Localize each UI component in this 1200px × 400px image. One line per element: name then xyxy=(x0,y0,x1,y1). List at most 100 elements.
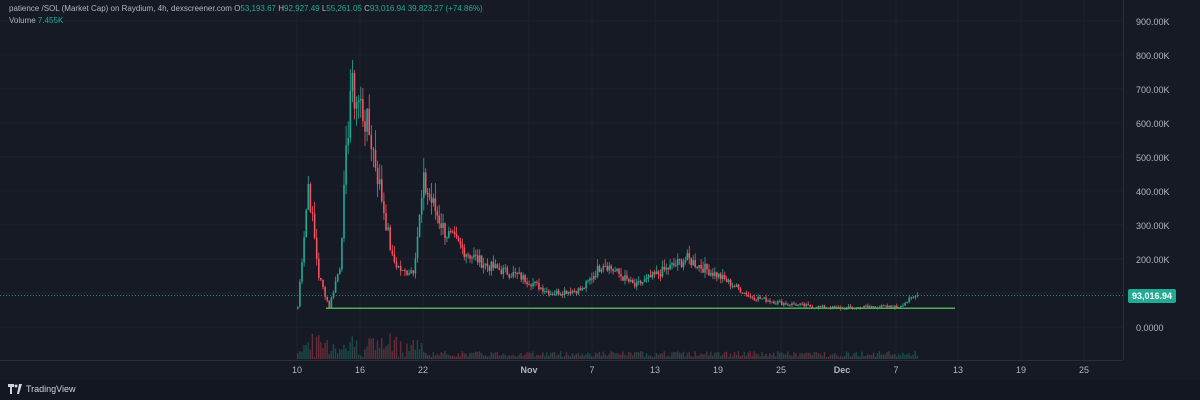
candle-body xyxy=(912,297,915,299)
volume-bar xyxy=(706,351,708,359)
volume-bar xyxy=(676,351,679,359)
candle-body xyxy=(608,265,611,271)
candle-body xyxy=(557,290,560,295)
candle-body xyxy=(663,266,666,270)
candle-body xyxy=(753,297,756,300)
candle-body xyxy=(391,250,394,255)
volume-bar xyxy=(444,351,446,359)
volume-bar xyxy=(874,356,877,359)
candle-body xyxy=(465,254,467,257)
legend-open: 53,193.67 xyxy=(240,4,276,13)
volume-bar xyxy=(347,350,349,359)
volume-bar xyxy=(843,355,846,359)
volume-bar xyxy=(446,354,448,359)
candle-body xyxy=(404,270,406,272)
candle-body xyxy=(747,295,750,297)
candle-body xyxy=(301,262,303,282)
candle-body xyxy=(803,303,805,307)
last-price-badge: 93,016.94 xyxy=(1128,289,1176,303)
candle-body xyxy=(870,306,873,308)
candle-body xyxy=(692,260,695,266)
candle-body xyxy=(473,254,475,258)
price-tick: 600.00K xyxy=(1136,119,1170,129)
candle-body xyxy=(506,267,509,275)
volume-bar xyxy=(510,355,512,359)
candle-body xyxy=(698,265,700,268)
candle-body xyxy=(297,306,299,309)
volume-bar xyxy=(488,356,490,359)
volume-bar xyxy=(389,333,391,359)
candle-body xyxy=(587,280,589,282)
volume-bar xyxy=(313,356,316,359)
candle-body xyxy=(618,268,620,275)
volume-bar xyxy=(896,356,898,359)
tradingview-logo[interactable]: TradingView xyxy=(8,384,76,394)
volume-bar xyxy=(745,355,747,359)
volume-bar xyxy=(719,355,722,359)
candle-body xyxy=(486,263,489,267)
volume-bar xyxy=(471,352,473,359)
time-tick: Dec xyxy=(833,365,851,375)
candle-body xyxy=(630,279,632,282)
candle-body xyxy=(544,291,546,293)
volume-bar xyxy=(900,355,902,359)
volume-bar xyxy=(618,354,620,359)
volume-bar xyxy=(729,353,732,359)
volume-bar xyxy=(579,355,581,359)
candle-body xyxy=(700,265,702,269)
legend-open-label: O xyxy=(234,4,241,13)
price-axis[interactable]: 900.00K 800.00K 700.00K 600.00K 500.00K … xyxy=(1123,0,1200,360)
candle-body xyxy=(532,283,534,287)
volume-bar xyxy=(698,355,700,359)
candle-body xyxy=(712,272,714,276)
candle-body xyxy=(416,236,419,259)
volume-bar xyxy=(368,338,370,359)
volume-bar xyxy=(661,353,663,359)
candlestick-chart[interactable] xyxy=(0,0,1123,360)
volume-bar xyxy=(853,353,855,359)
volume-bar xyxy=(878,351,881,359)
volume-bar xyxy=(311,333,314,359)
volume-bar xyxy=(916,356,919,359)
volume-bar xyxy=(755,353,757,359)
candle-body xyxy=(628,278,630,282)
candle-body xyxy=(594,276,597,278)
candle-body xyxy=(688,252,691,259)
volume-bar xyxy=(741,355,744,359)
candle-body xyxy=(420,197,423,215)
candle-body xyxy=(418,214,421,237)
volume-bar xyxy=(630,352,632,359)
price-tick: 300.00K xyxy=(1136,221,1170,231)
volume-bar xyxy=(723,352,726,359)
candle-body xyxy=(423,172,425,198)
volume-bar xyxy=(651,356,654,359)
candle-body xyxy=(362,99,364,122)
volume-bar xyxy=(626,355,628,359)
chart-plot-area[interactable]: patience /SOL (Market Cap) on Raydium, 4… xyxy=(0,0,1123,360)
volume-bar xyxy=(825,356,828,359)
candle-body xyxy=(463,247,466,257)
volume-bar xyxy=(550,352,552,359)
volume-bar xyxy=(637,352,640,359)
volume-bar xyxy=(751,355,753,359)
price-tick: 200.00K xyxy=(1136,255,1170,265)
candle-body xyxy=(653,272,656,275)
candle-body xyxy=(368,108,370,135)
candle-body xyxy=(553,293,556,295)
candle-body xyxy=(819,306,822,308)
candle-body xyxy=(446,237,448,239)
time-axis[interactable]: 10 16 22 Nov 7 13 19 25 Dec 7 13 19 25 xyxy=(0,360,1123,381)
candle-body xyxy=(449,231,452,233)
candle-body xyxy=(414,258,417,274)
candle-body xyxy=(426,192,429,195)
candle-body xyxy=(444,223,446,239)
candle-body xyxy=(745,292,748,296)
volume-bar xyxy=(492,353,494,359)
volume-bar xyxy=(829,354,832,359)
candle-body xyxy=(360,99,362,101)
volume-bar xyxy=(622,351,624,359)
candle-body xyxy=(467,254,469,256)
price-tick: 400.00K xyxy=(1136,187,1170,197)
candle-body xyxy=(395,262,398,268)
candle-body xyxy=(694,260,696,268)
